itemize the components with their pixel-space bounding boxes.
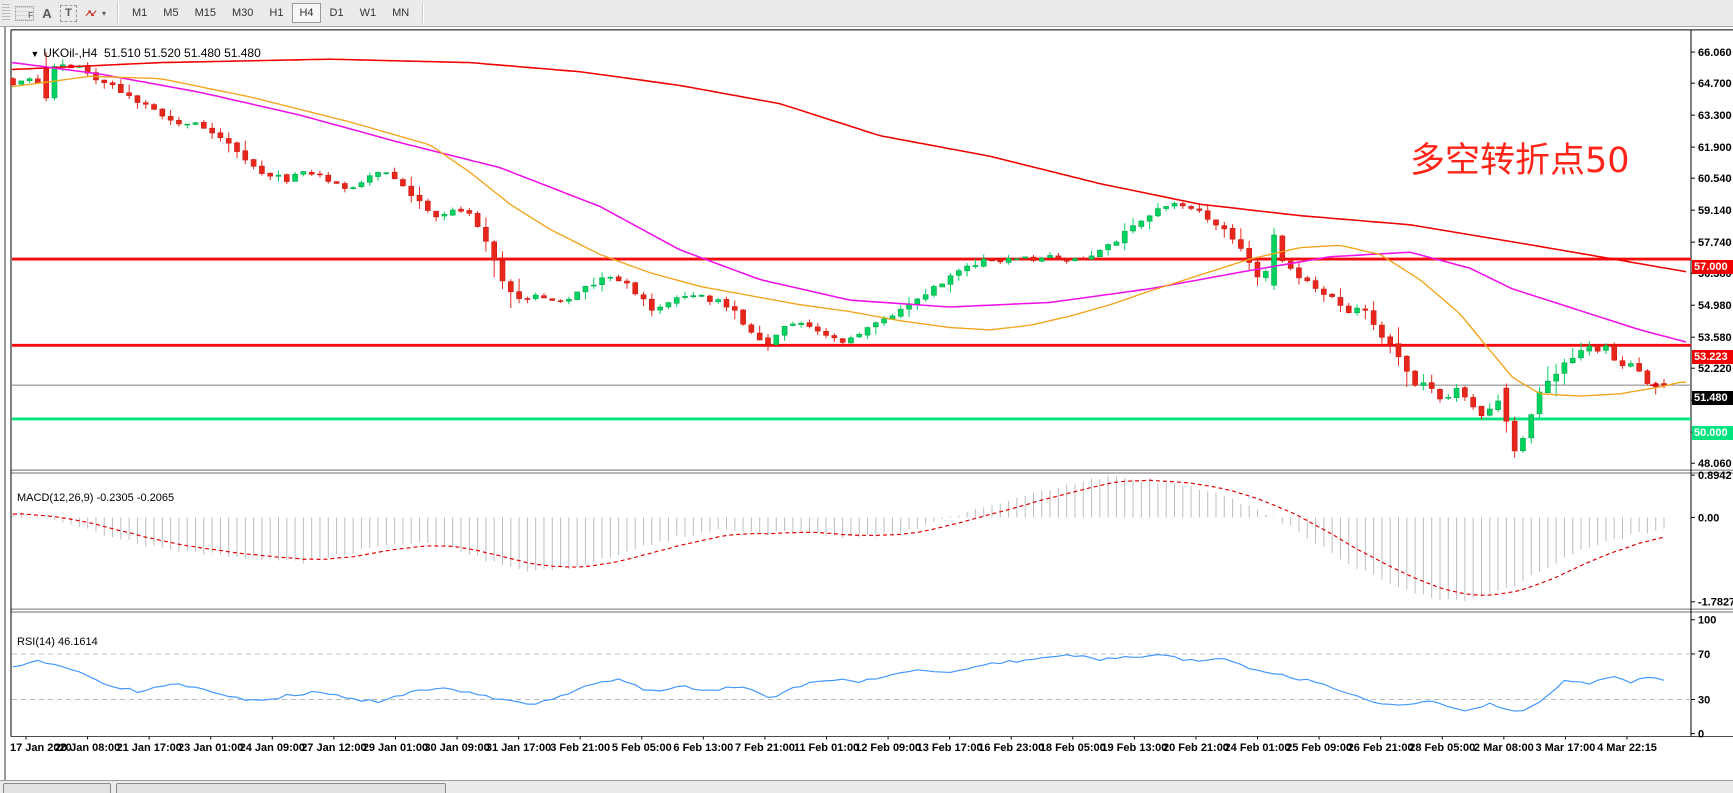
ma-medium-magenta-line [11,61,1687,343]
svg-text:20 Jan 08:00: 20 Jan 08:00 [55,742,120,754]
toolbar-grip[interactable] [2,4,10,22]
ma-fast-orange-line [11,75,1686,397]
svg-text:21 Jan 17:00: 21 Jan 17:00 [116,742,181,754]
svg-text:5 Feb 05:00: 5 Feb 05:00 [612,742,672,754]
svg-text:2 Mar 08:00: 2 Mar 08:00 [1474,742,1534,754]
symbol-label: UKOil-,H4 [43,46,98,60]
chart-annotation-text[interactable]: 多空转折点50 [1410,141,1630,181]
svg-text:29 Jan 01:00: 29 Jan 01:00 [363,742,428,754]
macd-label: MACD(12,26,9) -0.2305 -0.2065 [17,492,175,504]
timeframe-H4[interactable]: H4 [292,3,321,23]
svg-text:3 Mar 17:00: 3 Mar 17:00 [1535,742,1595,754]
toolbar: F A T ↗↙ ▾ M1 M5 M15 M30 H1 H4 D1 W1 MN [0,0,1733,27]
chart-grid-f-icon[interactable]: F [15,5,34,21]
symbol-quote-line[interactable]: ▼ UKOil-,H4 51.510 51.520 51.480 51.480 [17,32,261,74]
toolbar-separator [117,3,119,23]
svg-text:12 Feb 09:00: 12 Feb 09:00 [855,742,921,754]
svg-text:13 Feb 17:00: 13 Feb 17:00 [917,742,983,754]
svg-text:27 Jan 12:00: 27 Jan 12:00 [301,742,366,754]
rsi-line [12,653,1665,712]
chart-canvas[interactable]: 66.060 64.700 63.300 61.900 60.540 59.140 57.7… [0,27,1733,780]
rsi-label: RSI(14) 46.1614 [17,636,98,648]
macd-signal-line [12,479,1665,596]
timeframe-MN[interactable]: MN [392,7,410,19]
collapse-triangle-icon[interactable]: ▼ [30,49,40,59]
bottom-tab-bar [0,780,1733,793]
svg-text:100: 100 [1698,615,1716,627]
timeframe-H1[interactable]: H1 [269,7,284,19]
timeframe-M5[interactable]: M5 [163,7,179,19]
svg-text:52.220: 52.220 [1698,363,1732,375]
svg-text:64.700: 64.700 [1698,78,1732,90]
dropdown-caret-icon[interactable]: ▾ [102,8,107,18]
svg-text:61.900: 61.900 [1698,142,1732,154]
svg-text:3 Feb 21:00: 3 Feb 21:00 [550,742,610,754]
svg-text:19 Feb 13:00: 19 Feb 13:00 [1101,742,1167,754]
timeframe-W1[interactable]: W1 [359,7,377,19]
svg-text:54.980: 54.980 [1698,300,1732,312]
svg-text:57.740: 57.740 [1698,237,1732,249]
svg-text:30 Jan 09:00: 30 Jan 09:00 [424,742,489,754]
timeframe-toolbar: M1 M5 M15 M30 H1 H4 D1 W1 MN [124,0,417,27]
horizontal-level-lines [12,257,1691,421]
candlestick-series [10,52,1667,458]
timeframe-D1[interactable]: D1 [329,7,344,19]
svg-text:24 Feb 01:00: 24 Feb 01:00 [1225,742,1291,754]
svg-text:66.060: 66.060 [1698,47,1732,59]
svg-text:17 Jan 2020: 17 Jan 2020 [10,742,72,754]
svg-text:11 Feb 01:00: 11 Feb 01:00 [794,742,859,754]
svg-text:48.060: 48.060 [1698,458,1732,470]
text-a-icon[interactable]: A [42,5,52,21]
toolbar-separator-2 [422,3,425,23]
svg-text:6 Feb 13:00: 6 Feb 13:00 [673,742,733,754]
macd-indicator [12,475,1665,601]
svg-text:23 Jan 01:00: 23 Jan 01:00 [178,742,243,754]
svg-text:63.300: 63.300 [1698,110,1732,122]
ma-slow-red-line [11,58,1687,273]
price-badge-53.223: 53.223 [1692,349,1733,364]
svg-text:30: 30 [1698,695,1710,707]
svg-text:20 Feb 21:00: 20 Feb 21:00 [1163,742,1229,754]
svg-text:24 Jan 09:00: 24 Jan 09:00 [240,742,305,754]
svg-text:25 Feb 09:00: 25 Feb 09:00 [1286,742,1352,754]
window-left-edge [4,27,6,793]
chart-tab-2[interactable] [116,783,446,793]
price-badge-51.480: 51.480 [1692,390,1733,405]
svg-text:-1.7827: -1.7827 [1698,597,1733,609]
svg-text:0.00: 0.00 [1698,512,1719,524]
svg-text:70: 70 [1698,649,1710,661]
arrow-tool-icon[interactable]: ↗↙ [84,7,97,18]
chart-tab[interactable] [3,783,111,793]
timeframe-M15[interactable]: M15 [194,7,216,19]
svg-text:18 Feb 05:00: 18 Feb 05:00 [1040,742,1106,754]
svg-text:0.8942: 0.8942 [1698,470,1732,482]
svg-text:0: 0 [1698,729,1704,741]
svg-text:60.540: 60.540 [1698,173,1732,185]
svg-text:7 Feb 21:00: 7 Feb 21:00 [735,742,795,754]
svg-text:16 Feb 23:00: 16 Feb 23:00 [978,742,1044,754]
timeframe-M30[interactable]: M30 [231,7,254,19]
price-badge-50.000: 50.000 [1692,425,1733,440]
svg-text:26 Feb 21:00: 26 Feb 21:00 [1348,742,1414,754]
timeframe-M1[interactable]: M1 [132,7,148,19]
text-label-icon[interactable]: T [60,4,77,22]
price-badge-57.000: 57.000 [1692,260,1733,275]
svg-text:31 Jan 17:00: 31 Jan 17:00 [486,742,551,754]
svg-text:59.140: 59.140 [1698,205,1732,217]
quote-values: 51.510 51.520 51.480 51.480 [103,46,261,60]
quote-ohlc [97,46,104,60]
rsi-indicator [12,653,1691,712]
svg-text:28 Feb 05:00: 28 Feb 05:00 [1409,742,1475,754]
svg-text:4 Mar 22:15: 4 Mar 22:15 [1597,742,1657,754]
svg-text:53.580: 53.580 [1698,332,1732,344]
